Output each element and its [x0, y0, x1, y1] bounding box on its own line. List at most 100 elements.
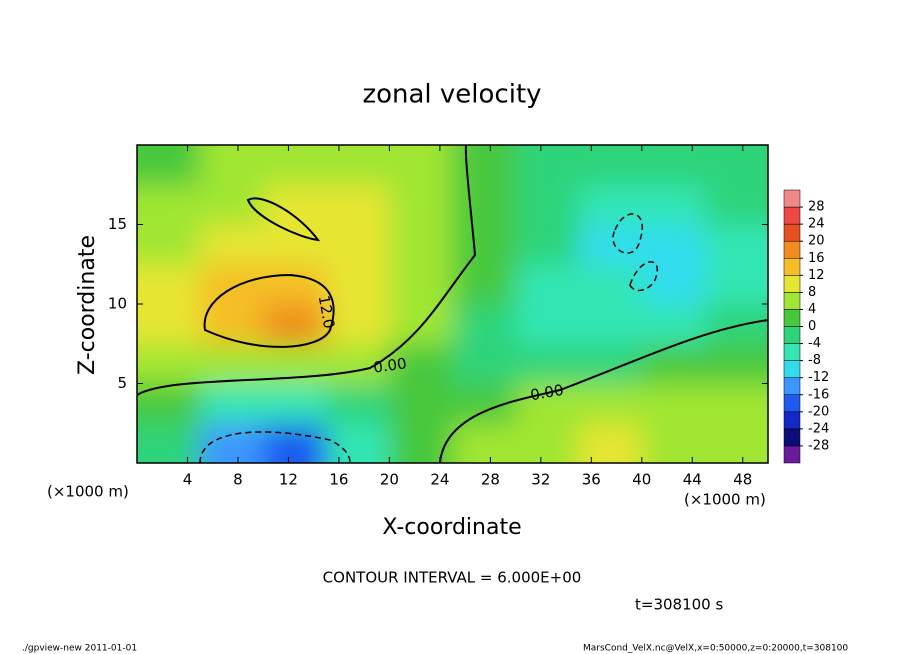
cell [326, 184, 390, 225]
y-tick-label: 15 [108, 215, 127, 233]
colorbar-tick-label: 28 [808, 200, 825, 215]
axis-unit: (×1000 m) [47, 483, 129, 501]
colorbar-tick-label: 24 [808, 217, 825, 232]
contour-line [137, 145, 477, 396]
cell [263, 304, 327, 345]
cell [326, 145, 390, 186]
cell [326, 264, 390, 305]
cell [704, 383, 768, 424]
colorbar-box [783, 394, 801, 413]
colorbar-box [783, 292, 801, 310]
colorbar-tick-label: 16 [808, 251, 825, 266]
x-tick-label: 40 [632, 471, 651, 489]
colorbar-tick-label: -28 [808, 438, 829, 453]
colorbar-tick-label: 12 [808, 268, 825, 283]
colorbar-box [783, 377, 801, 395]
cell [515, 383, 580, 424]
cells [137, 145, 768, 463]
cell [515, 264, 580, 305]
colorbar-box [783, 258, 801, 276]
cell [515, 343, 580, 384]
cell [389, 145, 453, 186]
x-axis-label: X-coordinate [382, 515, 521, 540]
cell [452, 304, 517, 345]
x-tick-label: 8 [233, 471, 243, 489]
colorbar-tick-label: 20 [808, 234, 825, 249]
contour-label: 0.00 [372, 354, 408, 376]
colorbar-box [783, 240, 801, 259]
cell [704, 224, 768, 265]
cell [263, 145, 327, 186]
cell [263, 423, 327, 463]
cell [452, 184, 517, 225]
x-tick-label: 44 [683, 471, 702, 489]
cell [704, 264, 768, 305]
cell [389, 304, 453, 345]
cell [641, 383, 706, 424]
cell [137, 184, 201, 225]
cell [578, 184, 643, 225]
cell [200, 184, 264, 225]
cell [452, 343, 517, 384]
cell [641, 145, 706, 186]
cell [641, 224, 706, 265]
cell [515, 184, 580, 225]
cell [200, 304, 264, 345]
contour-line [203, 273, 335, 348]
colorbar-box [783, 309, 801, 327]
footer: ./gpview-new 2011-01-01 [22, 644, 137, 654]
cell [389, 423, 453, 463]
cell [704, 343, 768, 384]
colorbar-tick-label: 0 [808, 319, 816, 334]
cell [641, 343, 706, 384]
contours [137, 145, 768, 463]
cell [452, 423, 517, 463]
cell [704, 423, 768, 463]
cell [452, 224, 517, 265]
y-tick-label: 10 [108, 295, 127, 313]
colorbar-box [783, 343, 801, 361]
contour-line [199, 431, 351, 463]
cell [326, 383, 390, 424]
contour-label: 12.0 [315, 294, 339, 330]
cell [263, 383, 327, 424]
cell [704, 184, 768, 225]
cell [578, 343, 643, 384]
cell [137, 343, 201, 384]
x-tick-label: 16 [329, 471, 348, 489]
contour-line [629, 261, 658, 292]
y-axis-label: Z-coordinate [75, 235, 100, 375]
cell [200, 383, 264, 424]
contour-line [439, 319, 768, 463]
colorbar-tick-label: 8 [808, 285, 816, 300]
colorbar-tick-label: -8 [808, 353, 821, 368]
cell [578, 145, 643, 186]
cell [137, 264, 201, 305]
colorbar-box [783, 223, 801, 242]
x-tick-label: 36 [582, 471, 601, 489]
x-tick-label: 28 [481, 471, 500, 489]
axis-unit: (×1000 m) [684, 491, 766, 509]
cell [389, 224, 453, 265]
cell [515, 224, 580, 265]
cell [389, 343, 453, 384]
x-tick-label: 24 [430, 471, 449, 489]
colorbar-box [783, 411, 801, 430]
x-tick-label: 20 [380, 471, 399, 489]
cell [263, 184, 327, 225]
cell [641, 264, 706, 305]
cell [389, 383, 453, 424]
cell [515, 423, 580, 463]
x-tick-label: 48 [733, 471, 752, 489]
colorbar-tick-label: -24 [808, 421, 829, 436]
cell [578, 304, 643, 345]
cell [452, 264, 517, 305]
footer: MarsCond_VelX.nc@VelX,x=0:50000,z=0:2000… [583, 644, 848, 654]
contour-line [612, 213, 643, 254]
cell [578, 383, 643, 424]
colorbar-tick-label: -20 [808, 404, 829, 419]
cell [389, 184, 453, 225]
cell [326, 224, 390, 265]
cell [515, 145, 580, 186]
